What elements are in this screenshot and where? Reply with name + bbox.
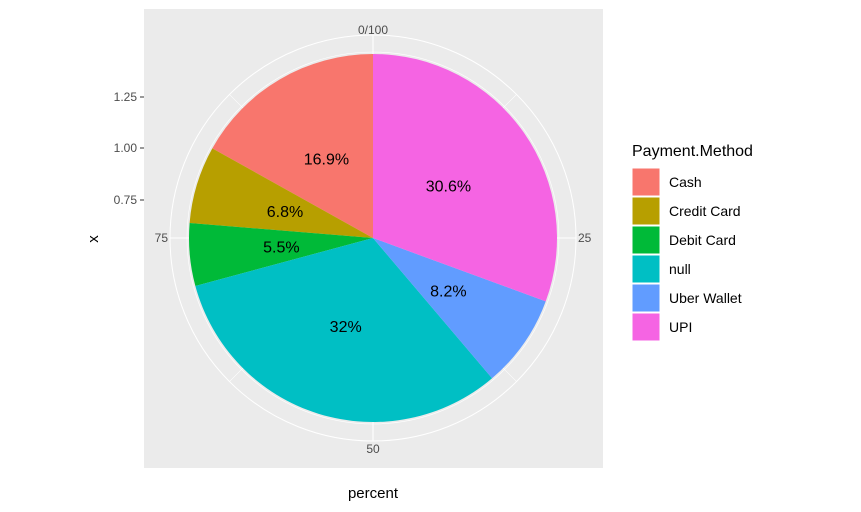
angle-tick-label: 25 <box>578 231 592 245</box>
legend-label: Uber Wallet <box>669 290 742 306</box>
legend: Payment.Method Cash Credit Card Debit Card… <box>632 143 753 341</box>
legend-label: Cash <box>669 174 702 190</box>
legend-key <box>632 168 660 196</box>
slice-label: 32% <box>330 319 362 336</box>
angle-tick-label: 75 <box>155 231 169 245</box>
legend-key <box>632 284 660 312</box>
angle-tick-label: 50 <box>366 442 380 456</box>
legend-label: Credit Card <box>669 203 741 219</box>
legend-key <box>632 255 660 283</box>
legend-label: Debit Card <box>669 232 736 248</box>
slice-label: 5.5% <box>263 239 299 256</box>
slice-label: 16.9% <box>304 152 349 169</box>
y-axis-title: x <box>85 235 102 243</box>
angle-tick-label: 0/100 <box>358 23 388 37</box>
legend-title: Payment.Method <box>632 143 753 160</box>
legend-label: UPI <box>669 319 692 335</box>
radial-tick-label: 1.00 <box>114 141 138 155</box>
radial-tick-label: 1.25 <box>114 90 138 104</box>
slice-label: 30.6% <box>426 178 471 195</box>
x-axis-title: percent <box>348 485 399 502</box>
legend-key <box>632 313 660 341</box>
legend-key <box>632 197 660 225</box>
slice-label: 8.2% <box>430 284 466 301</box>
radial-axis: 0.75 1.00 1.25 <box>114 90 144 207</box>
legend-label: null <box>669 261 691 277</box>
radial-tick-label: 0.75 <box>114 193 138 207</box>
pie-slices <box>189 54 557 422</box>
slice-label: 6.8% <box>267 204 303 221</box>
legend-key <box>632 226 660 254</box>
